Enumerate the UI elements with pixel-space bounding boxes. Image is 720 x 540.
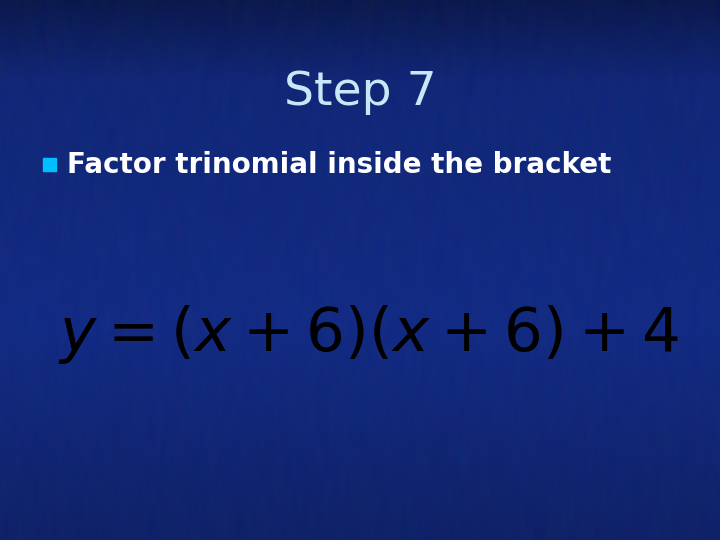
Text: $y = (x+6)(x+6)+4$: $y = (x+6)(x+6)+4$ [58, 303, 678, 366]
Bar [43, 158, 56, 172]
Text: Factor trinomial inside the bracket: Factor trinomial inside the bracket [67, 151, 611, 179]
Text: Step 7: Step 7 [284, 70, 436, 115]
